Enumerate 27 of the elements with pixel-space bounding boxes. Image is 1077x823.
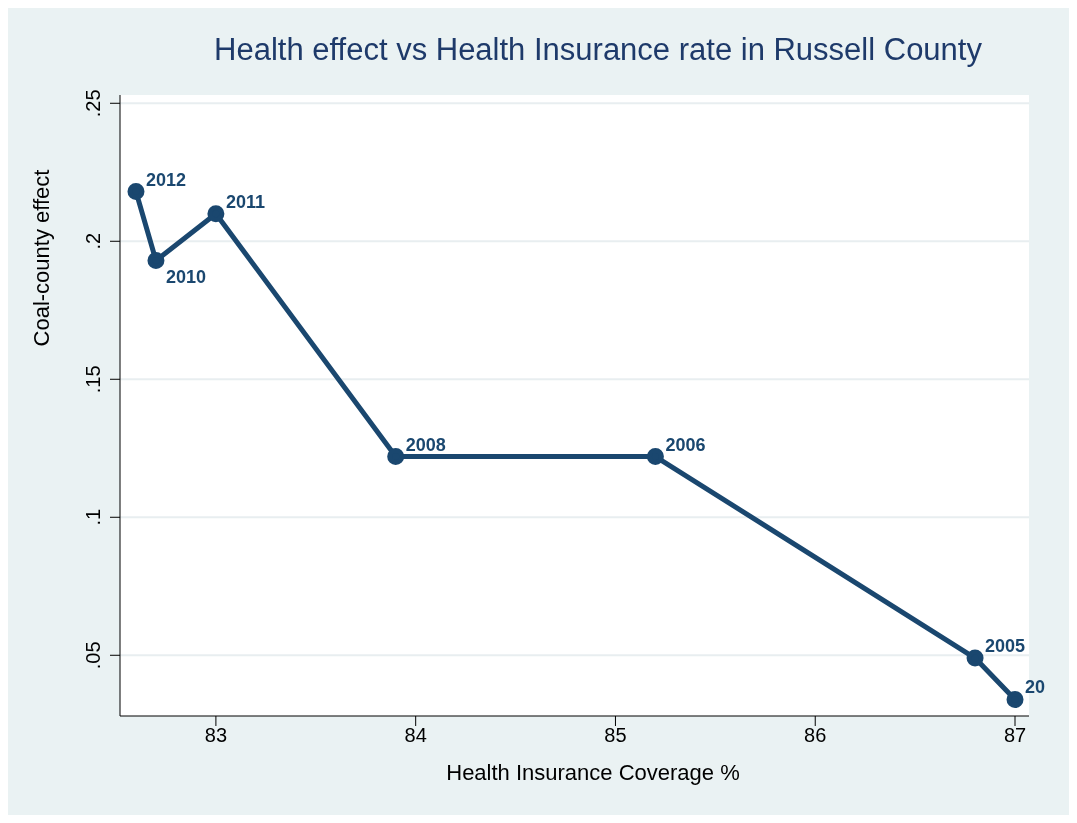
y-axis-title: Coal-county effect [29, 169, 54, 347]
x-tick-label: 85 [604, 724, 627, 747]
x-tick-label: 87 [1003, 724, 1027, 747]
point [1006, 690, 1024, 708]
x-axis-title: Health Insurance Coverage % [445, 760, 741, 786]
x-tick-label: 86 [804, 724, 827, 747]
point [147, 252, 165, 270]
chart-title: Health effect vs Health Insurance rate in Russell County [213, 32, 983, 68]
point [387, 448, 405, 466]
annotation: 2010 [165, 266, 207, 287]
y-tick-label: .2 [82, 232, 104, 250]
y-tick-label: .15 [82, 365, 104, 394]
annotation: 2006 [665, 434, 706, 455]
annotation: 2005 [985, 636, 1026, 657]
annotation: 2008 [405, 434, 446, 455]
annotation: 2011 [225, 191, 265, 212]
point [646, 448, 664, 466]
x-tick-label: 83 [204, 724, 228, 747]
y-tick-label: .05 [82, 641, 104, 670]
y-tick-label: .1 [82, 508, 104, 526]
y-tick-label: .25 [82, 89, 104, 118]
point [966, 649, 984, 667]
annotation: 2012 [145, 169, 187, 190]
point [127, 183, 145, 201]
point [207, 205, 225, 223]
x-tick-label: 84 [404, 724, 427, 747]
annotation: 20 [1025, 677, 1046, 698]
